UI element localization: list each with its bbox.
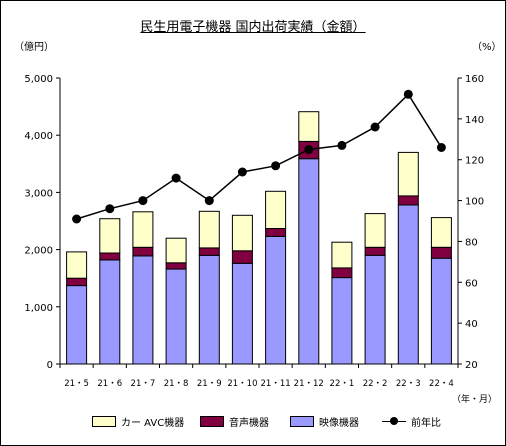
left-tick-label-4: 4,000 — [24, 131, 53, 142]
legend-label-audio: 音声機器 — [229, 417, 269, 429]
x-tick-label-8: 22・1 — [330, 379, 355, 389]
x-tick-label-9: 22・2 — [363, 379, 388, 389]
left-axis-unit: （億円） — [14, 42, 54, 53]
bar-segment-1-1 — [99, 252, 121, 261]
bar-segment-1-5 — [231, 250, 253, 264]
right-tick-label-7: 160 — [465, 74, 484, 85]
yoy-line — [76, 93, 443, 220]
legend-item-video: 映像機器 — [290, 412, 359, 430]
yoy-point-4 — [204, 196, 214, 206]
legend-marker-yoy — [382, 416, 406, 426]
bar-segment-1-6 — [265, 227, 287, 237]
x-tick-label-6: 21・11 — [261, 379, 291, 389]
x-tick-label-0: 21・5 — [64, 379, 89, 389]
bar-segment-2-2 — [132, 211, 154, 248]
left-tick-label-2: 2,000 — [24, 246, 53, 257]
left-tick-label-0: 0 — [47, 360, 53, 371]
bar-segment-0-6 — [265, 235, 287, 365]
yoy-point-11 — [436, 143, 446, 152]
right-tick-label-3: 80 — [465, 237, 478, 248]
legend-item-audio: 音声機器 — [200, 412, 269, 430]
yoy-point-0 — [72, 214, 82, 224]
x-tick-label-7: 21・12 — [294, 379, 324, 389]
legend-item-yoy: 前年比 — [382, 412, 441, 430]
bar-segment-1-4 — [198, 247, 220, 256]
bar-segment-0-4 — [198, 254, 220, 365]
bar-segment-1-0 — [66, 277, 88, 287]
bar-segment-1-2 — [132, 246, 154, 257]
bar-segment-0-0 — [66, 285, 88, 365]
bar-segment-0-1 — [99, 259, 121, 365]
bar-segment-1-10 — [397, 195, 419, 206]
bar-segment-2-4 — [198, 210, 220, 249]
left-tick-label-1: 1,000 — [24, 303, 53, 314]
yoy-point-1 — [105, 204, 115, 214]
bars-layer — [66, 111, 452, 365]
yoy-point-7 — [304, 145, 314, 154]
bar-segment-1-8 — [331, 267, 353, 279]
bar-segment-0-10 — [397, 204, 419, 365]
x-tick-label-11: 22・4 — [429, 379, 454, 389]
legend: カー AVC機器 音声機器 映像機器 前年比 — [92, 412, 472, 430]
bar-segment-2-6 — [265, 190, 287, 230]
left-tick-label-3: 3,000 — [24, 188, 53, 199]
right-axis-unit: （%） — [472, 42, 502, 53]
yoy-point-3 — [171, 173, 181, 183]
x-axis-unit: （年・月） — [452, 395, 498, 405]
bar-segment-2-8 — [331, 241, 353, 269]
x-tick-label-2: 21・7 — [131, 379, 156, 389]
legend-label-video: 映像機器 — [319, 417, 359, 429]
bar-segment-1-3 — [165, 262, 187, 270]
legend-swatch-audio — [200, 415, 224, 427]
yoy-point-6 — [271, 161, 281, 171]
bar-segment-2-7 — [298, 111, 320, 142]
legend-swatch-car-avc — [92, 415, 116, 427]
yoy-point-5 — [237, 167, 247, 177]
legend-label-car-avc: カー AVC機器 — [121, 417, 185, 429]
bar-segment-0-2 — [132, 255, 154, 365]
bar-segment-1-11 — [430, 246, 452, 259]
bar-segment-2-11 — [430, 217, 452, 248]
right-tick-label-1: 40 — [465, 319, 478, 330]
legend-swatch-video — [290, 415, 314, 427]
right-tick-label-0: 20 — [465, 360, 478, 371]
bar-segment-2-10 — [397, 151, 419, 197]
bar-segment-0-11 — [430, 257, 452, 365]
right-tick-label-5: 120 — [465, 156, 484, 167]
bar-segment-0-5 — [231, 262, 253, 365]
x-tick-label-4: 21・9 — [197, 379, 222, 389]
chart-title: 民生用電子機器 国内出荷実績（金額） — [140, 20, 366, 35]
yoy-point-8 — [337, 140, 347, 150]
x-tick-label-5: 21・10 — [227, 379, 257, 389]
bar-segment-2-1 — [99, 218, 121, 254]
right-tick-label-2: 60 — [465, 278, 478, 289]
left-tick-label-5: 5,000 — [24, 74, 53, 85]
bar-segment-0-3 — [165, 268, 187, 365]
bar-segment-0-8 — [331, 277, 353, 365]
bar-segment-0-7 — [298, 158, 320, 365]
yoy-point-10 — [403, 89, 413, 99]
bar-segment-2-3 — [165, 237, 187, 264]
x-tick-label-1: 21・6 — [97, 379, 122, 389]
right-tick-label-4: 100 — [465, 197, 484, 208]
bar-segment-2-9 — [364, 213, 386, 248]
x-tick-label-3: 21・8 — [164, 379, 189, 389]
legend-label-yoy: 前年比 — [411, 417, 441, 429]
x-tick-label-10: 22・3 — [396, 379, 421, 389]
bar-segment-1-9 — [364, 246, 386, 256]
yoy-point-9 — [370, 122, 380, 132]
bar-segment-0-9 — [364, 254, 386, 365]
bar-segment-2-0 — [66, 251, 88, 279]
line-layer — [72, 89, 446, 224]
legend-item-car-avc: カー AVC機器 — [92, 412, 184, 430]
bar-segment-2-5 — [231, 214, 253, 252]
yoy-point-2 — [138, 196, 148, 206]
right-tick-label-6: 140 — [465, 115, 484, 126]
axes-layer: 0 1,000 2,000 3,000 4,000 5,000 20 40 60 80 100 120… — [24, 74, 484, 389]
